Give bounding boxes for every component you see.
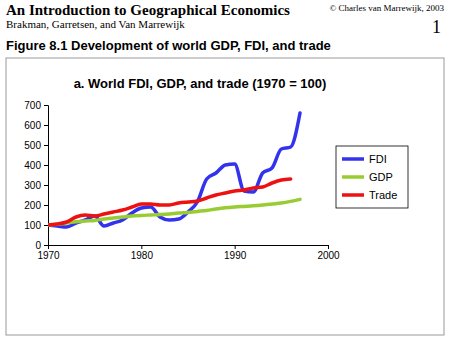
y-tick: 300 <box>24 180 48 191</box>
y-tick-mark <box>44 205 48 206</box>
x-axis-line <box>49 246 329 250</box>
series-line <box>48 179 291 225</box>
y-tick-label: 400 <box>24 160 41 171</box>
legend-label: FDI <box>369 153 387 165</box>
x-tick-label: 2000 <box>317 250 340 261</box>
y-axis-line <box>44 106 49 246</box>
x-tick: 1980 <box>131 245 154 261</box>
y-axis: 0 100 200 300 400 500 600 700 <box>24 100 48 251</box>
x-axis: 1970 1980 1990 2000 <box>37 245 340 261</box>
legend-box <box>336 146 408 208</box>
legend-label: GDP <box>369 171 393 183</box>
y-tick: 100 <box>24 220 48 231</box>
legend-swatch <box>342 193 364 197</box>
series-line <box>48 113 300 227</box>
figure-title: Figure 8.1 Development of world GDP, FDI… <box>6 38 331 53</box>
y-tick-mark <box>44 125 48 126</box>
authors: Brakman, Garretsen, and Van Marrewijk <box>6 18 185 30</box>
x-tick-mark <box>235 245 236 249</box>
y-tick-label: 0 <box>35 240 41 251</box>
page-number: 1 <box>432 17 441 37</box>
y-tick-label: 600 <box>24 120 41 131</box>
legend: FDI GDP Trade <box>336 146 408 208</box>
x-tick-mark <box>328 245 329 249</box>
y-tick-mark <box>44 245 48 246</box>
x-tick-label: 1990 <box>224 250 247 261</box>
legend-swatch <box>342 157 364 161</box>
chart-area <box>6 58 444 335</box>
legend-label: Trade <box>369 189 397 201</box>
y-tick-mark <box>44 185 48 186</box>
y-tick: 0 <box>35 240 48 251</box>
y-tick-label: 200 <box>24 200 41 211</box>
y-tick-label: 100 <box>24 220 41 231</box>
y-tick-mark <box>44 165 48 166</box>
x-tick-mark <box>141 245 142 249</box>
y-tick-mark <box>44 225 48 226</box>
y-tick-label: 700 <box>24 100 41 111</box>
y-tick: 400 <box>24 160 48 171</box>
y-tick-mark <box>44 105 48 106</box>
y-tick-mark <box>44 145 48 146</box>
legend-swatch <box>342 175 364 179</box>
slide: An Introduction to Geographical Economic… <box>0 0 450 338</box>
x-tick-label: 1970 <box>37 250 60 261</box>
y-tick: 700 <box>24 100 48 111</box>
y-tick: 500 <box>24 140 48 151</box>
book-title: An Introduction to Geographical Economic… <box>6 2 290 18</box>
chart-title: a. World FDI, GDP, and trade (1970 = 100… <box>74 76 327 91</box>
y-tick: 600 <box>24 120 48 131</box>
y-tick: 200 <box>24 200 48 211</box>
y-tick-label: 300 <box>24 180 41 191</box>
x-tick: 1990 <box>224 245 247 261</box>
y-tick-label: 500 <box>24 140 41 151</box>
x-tick-label: 1980 <box>131 250 154 261</box>
copyright: © Charles van Marrewijk, 2003 <box>329 3 444 13</box>
x-tick: 2000 <box>317 245 340 261</box>
plot <box>48 113 300 227</box>
